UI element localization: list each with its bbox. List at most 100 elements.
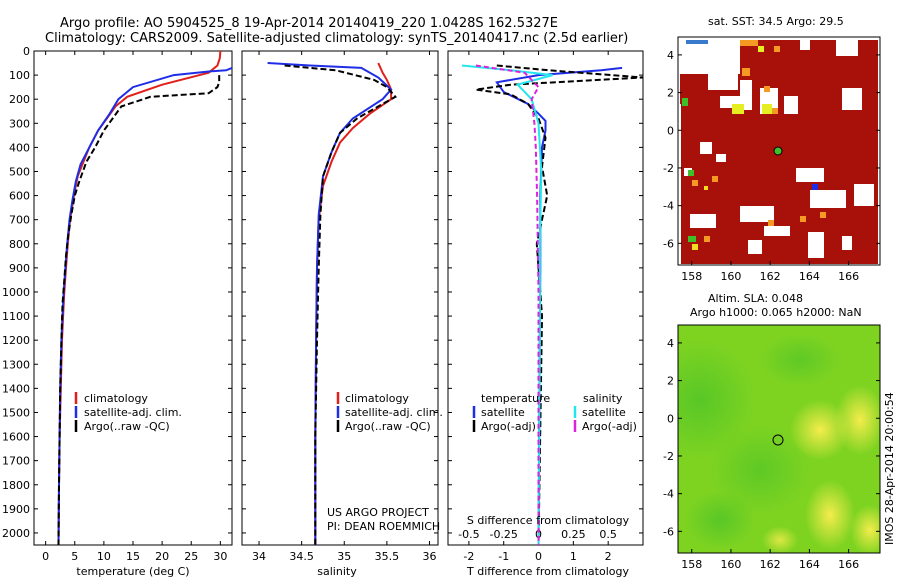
t-difference-axis-label: T difference from climatology [466,565,629,578]
depth-tick-label: 0 [23,45,30,58]
footer-timestamp: IMOS 28-Apr-2014 20:00:54 [883,392,896,545]
title-line-2: Climatology: CARS2009. Satellite-adjuste… [45,31,628,46]
depth-tick-label: 500 [9,165,30,178]
legend-label-climatology: climatology [84,392,148,405]
map-y-tick-label: 2 [667,87,674,100]
x-tick-label: 0.25 [561,528,586,541]
map-x-tick-label: 166 [838,558,859,571]
depth-tick-label: 1400 [2,382,30,395]
temperature-legend: climatology satellite-adj. clim. Argo(..… [74,392,182,433]
map-y-tick-label: 0 [667,124,674,137]
legend-label-s-argo: Argo(-adj) [582,420,637,433]
difference-legend: temperature salinity satellite Argo(-adj… [472,392,637,433]
s-difference-axis-label: S difference from climatology [467,514,630,527]
salinity-panel-frame [241,50,439,546]
x-tick-label: 0 [535,550,542,563]
x-tick-label: 34 [252,550,266,563]
series-satellite-adj-clim [57,66,232,545]
map-y-tick-label: -4 [663,200,674,213]
map-x-tick-label: 158 [681,558,702,571]
sla-map-title-1: Altim. SLA: 0.048 [708,292,803,305]
series-argo-adj [475,64,540,545]
x-tick-label: 15 [126,550,140,563]
legend-title-salinity: salinity [583,392,623,405]
salinity-x-ticks: 34 34.5 35 35.5 36 [252,51,436,563]
depth-tick-label: 1100 [2,310,30,323]
x-tick-label: 5 [71,550,78,563]
legend-label-t-satellite: satellite [481,406,525,419]
legend-label-satellite: satellite-adj. clim. [84,406,182,419]
map-x-tick-label: 164 [799,270,820,283]
depth-tick-label: 400 [9,141,30,154]
sla-map-ticks: 158 160 162 164 166 4 2 0 -2 -4 -6 [663,337,880,571]
x-tick-label: 10 [97,550,111,563]
temperature-x-ticks: 0 5 10 15 20 25 30 [42,51,227,563]
map-y-tick-label: -4 [663,488,674,501]
depth-tick-label: 600 [9,190,30,203]
map-x-tick-label: 162 [760,270,781,283]
depth-tick-label: 800 [9,238,30,251]
map-y-tick-label: 4 [667,337,674,350]
x-tick-label: 2 [605,550,612,563]
depth-tick-label: 1800 [2,479,30,492]
legend-label-argo: Argo(..raw -QC) [345,420,431,433]
sla-map-title-2: Argo h1000: 0.065 h2000: NaN [690,306,862,319]
depth-tick-marks [34,50,643,534]
depth-tick-label: 1700 [2,455,30,468]
map-x-tick-label: 164 [799,558,820,571]
depth-tick-label: 700 [9,214,30,227]
depth-tick-label: 300 [9,117,30,130]
legend-label-s-satellite: satellite [582,406,626,419]
depth-tick-label: 1900 [2,503,30,516]
map-y-tick-label: 2 [667,375,674,388]
depth-tick-label: 1500 [2,406,30,419]
map-y-tick-label: -2 [663,450,674,463]
map-y-tick-label: 0 [667,412,674,425]
salinity-legend: climatology satellite-adj. clim. Argo(..… [336,392,443,433]
series-satellite [495,66,623,545]
x-tick-label: -0.5 [458,528,479,541]
pi-note: PI: DEAN ROEMMICH [327,520,440,533]
series-climatology [314,62,393,545]
sst-argo-marker [773,146,783,156]
salinity-lines [267,62,397,545]
legend-label-argo: Argo(..raw -QC) [84,420,170,433]
map-y-tick-label: -2 [663,162,674,175]
series-satellite-adj-clim [267,62,393,545]
map-x-tick-label: 166 [838,270,859,283]
series-argo-raw-qc [284,64,397,545]
depth-tick-label: 1000 [2,286,30,299]
depth-tick-label: 1600 [2,431,30,444]
depth-tick-label: 200 [9,93,30,106]
x-tick-label: -0.25 [489,528,517,541]
temperature-axis-label: temperature (deg C) [76,565,189,578]
x-tick-label: -2 [463,550,474,563]
x-tick-label: 34.5 [289,550,314,563]
depth-tick-label: 1300 [2,358,30,371]
sst-map-ticks: 158 160 162 164 166 4 2 0 -2 -4 -6 [663,49,880,283]
sla-map-image [678,325,880,553]
x-tick-label: -1 [498,550,509,563]
x-tick-label: 35 [337,550,351,563]
map-x-tick-label: 160 [720,558,741,571]
map-y-tick-label: -6 [663,525,674,538]
sst-map-title: sat. SST: 34.5 Argo: 29.5 [708,15,844,28]
legend-label-climatology: climatology [345,392,409,405]
depth-tick-label: 1200 [2,334,30,347]
x-tick-label: 35.5 [375,550,400,563]
project-note: US ARGO PROJECT [327,506,429,519]
x-tick-label: 30 [213,550,227,563]
depth-tick-labels: 0 100 200 300 400 500 600 700 800 900 1000 1100 1200… [2,45,30,540]
x-tick-label: 1 [570,550,577,563]
legend-title-temperature: temperature [481,392,550,405]
series-argo-adj [475,64,643,545]
map-y-tick-label: -6 [663,237,674,250]
temperature-lines [57,51,232,545]
x-tick-label: 25 [184,550,198,563]
x-tick-label: 20 [155,550,169,563]
legend-label-t-argo: Argo(-adj) [481,420,536,433]
map-x-tick-label: 162 [760,558,781,571]
map-x-tick-label: 160 [720,270,741,283]
difference-panel-frame [447,50,644,546]
